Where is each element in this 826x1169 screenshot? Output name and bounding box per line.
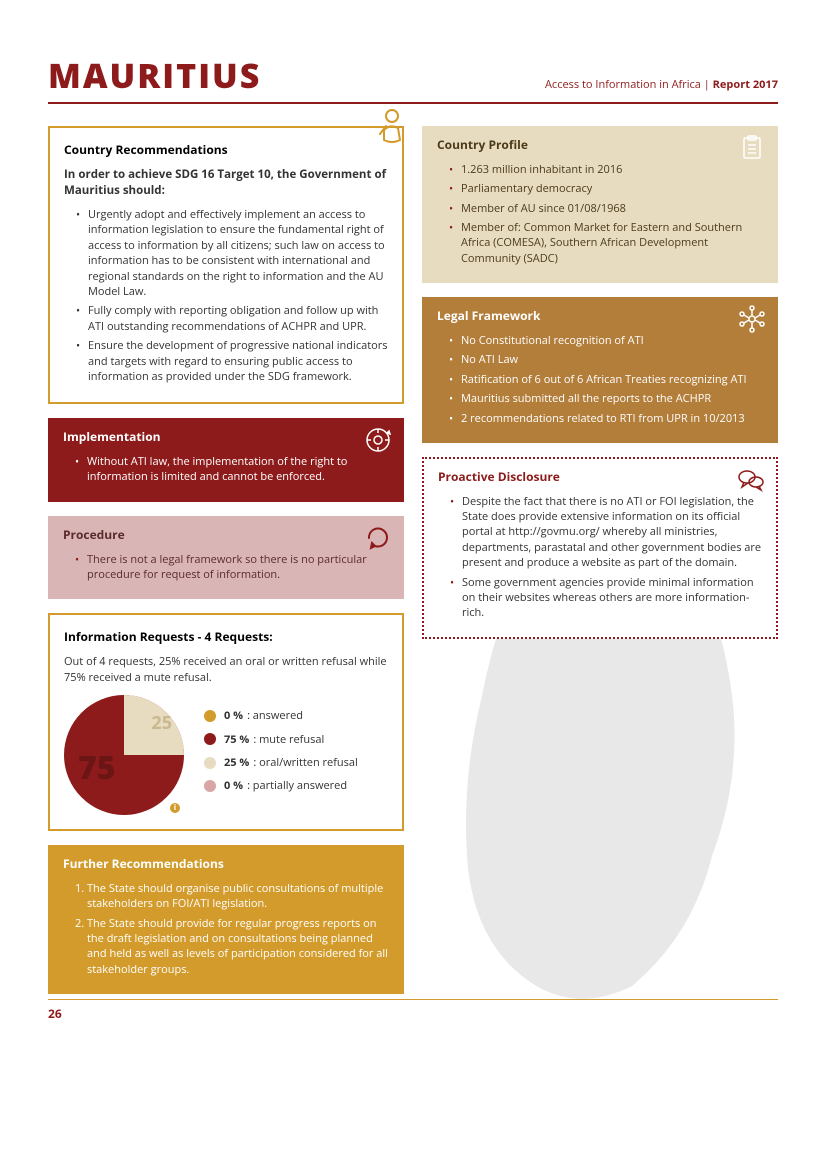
legend-row: 25 % : oral/written refusal	[204, 755, 358, 770]
requests-summary: Out of 4 requests, 25% received an oral …	[64, 654, 388, 685]
list-item: Fully comply with reporting obligation a…	[76, 303, 388, 334]
list-item: Urgently adopt and effectively implement…	[76, 207, 388, 299]
recommendations-title: Country Recommendations	[64, 142, 388, 159]
legend-row: 75 % : mute refusal	[204, 732, 358, 747]
person-thinking-icon	[370, 106, 410, 146]
list-item: Without ATI law, the implementation of t…	[75, 454, 389, 485]
legend-row: 0 % : answered	[204, 708, 358, 723]
list-item: The State should organise public consult…	[87, 881, 389, 912]
list-item: The State should provide for regular pro…	[87, 916, 389, 978]
list-item: 2 recommendations related to RTI from UP…	[449, 411, 763, 426]
legend-swatch	[204, 710, 216, 722]
implementation-list: Without ATI law, the implementation of t…	[63, 454, 389, 485]
subtitle-bold: Report 2017	[713, 77, 778, 92]
legend-pct: 25 %	[224, 755, 249, 770]
list-item: Despite the fact that there is no ATI or…	[450, 494, 762, 571]
legend-row: 0 % : partially answered	[204, 778, 358, 793]
subtitle-prefix: Access to Information in Africa |	[545, 77, 713, 92]
list-item: No ATI Law	[449, 352, 763, 367]
cycle-arrow-icon	[363, 523, 393, 553]
disclosure-list: Despite the fact that there is no ATI or…	[438, 494, 762, 621]
information-requests-box: Information Requests - 4 Requests: Out o…	[48, 613, 404, 831]
legend-swatch	[204, 733, 216, 745]
legend-label: : mute refusal	[253, 732, 324, 747]
list-item: Parliamentary democracy	[449, 181, 763, 196]
clipboard-icon	[737, 133, 767, 163]
further-title: Further Recommendations	[63, 856, 389, 873]
list-item: No Constitutional recognition of ATI	[449, 333, 763, 348]
legal-title: Legal Framework	[437, 308, 763, 325]
further-recommendations-box: Further Recommendations The State should…	[48, 845, 404, 994]
list-item: 1.263 million inhabitant in 2016	[449, 162, 763, 177]
list-item: Ratification of 6 out of 6 African Treat…	[449, 372, 763, 387]
speech-bubbles-icon	[736, 465, 766, 495]
country-profile-box: Country Profile 1.263 million inhabitant…	[422, 126, 778, 283]
profile-title: Country Profile	[437, 137, 763, 154]
pie-label-main: 75	[78, 746, 116, 791]
legend-label: : partially answered	[247, 778, 347, 793]
legend-label: : answered	[247, 708, 303, 723]
gear-cycle-icon	[363, 425, 393, 455]
list-item: Mauritius submitted all the reports to t…	[449, 391, 763, 406]
page-number: 26	[48, 1005, 62, 1022]
pie-label-secondary: 25	[151, 711, 172, 736]
list-item: Some government agencies provide minimal…	[450, 575, 762, 621]
report-subtitle: Access to Information in Africa | Report…	[545, 77, 778, 92]
list-item: Ensure the development of progressive na…	[76, 338, 388, 384]
legend-pct: 0 %	[224, 708, 243, 723]
recommendations-intro: In order to achieve SDG 16 Target 10, th…	[64, 167, 388, 199]
legend-swatch	[204, 757, 216, 769]
network-icon	[737, 304, 767, 334]
pie-legend: 0 % : answered 75 % : mute refusal 25 % …	[204, 708, 358, 802]
legal-list: No Constitutional recognition of ATI No …	[437, 333, 763, 426]
recommendations-list: Urgently adopt and effectively implement…	[64, 207, 388, 384]
further-list: The State should organise public consult…	[63, 881, 389, 977]
list-item: Member of: Common Market for Eastern and…	[449, 220, 763, 266]
procedure-list: There is not a legal framework so there …	[63, 552, 389, 583]
legend-pct: 75 %	[224, 732, 249, 747]
info-icon: i	[170, 803, 180, 813]
implementation-title: Implementation	[63, 429, 389, 446]
list-item: There is not a legal framework so there …	[75, 552, 389, 583]
profile-list: 1.263 million inhabitant in 2016 Parliam…	[437, 162, 763, 266]
legend-pct: 0 %	[224, 778, 243, 793]
list-item: Member of AU since 01/08/1968	[449, 201, 763, 216]
requests-title: Information Requests - 4 Requests:	[64, 629, 388, 646]
legend-label: : oral/written refusal	[253, 755, 357, 770]
requests-pie-chart: 75 25 i	[64, 695, 184, 815]
legal-framework-box: Legal Framework No Constitutional recogn…	[422, 297, 778, 443]
country-title: MAURITIUS	[48, 52, 261, 98]
proactive-disclosure-box: Proactive Disclosure Despite the fact th…	[422, 457, 778, 639]
disclosure-title: Proactive Disclosure	[438, 469, 762, 486]
procedure-box: Procedure There is not a legal framework…	[48, 516, 404, 600]
implementation-box: Implementation Without ATI law, the impl…	[48, 418, 404, 502]
page-header: MAURITIUS Access to Information in Afric…	[48, 52, 778, 104]
legend-swatch	[204, 780, 216, 792]
country-recommendations-box: Country Recommendations In order to achi…	[48, 126, 404, 404]
procedure-title: Procedure	[63, 527, 389, 544]
footer-rule	[48, 999, 778, 1000]
